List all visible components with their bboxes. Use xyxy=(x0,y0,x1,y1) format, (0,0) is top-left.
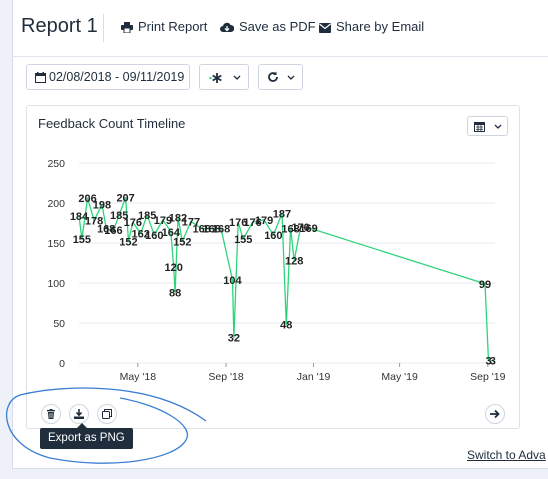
data-label: 177 xyxy=(182,216,200,228)
data-label: 120 xyxy=(164,262,182,274)
y-tick-label: 150 xyxy=(47,238,65,250)
arrow-right-icon xyxy=(490,409,500,419)
x-tick-label: May '18 xyxy=(120,371,157,383)
chart-menu-button[interactable] xyxy=(467,116,508,136)
data-label: 169 xyxy=(299,223,317,235)
delete-button[interactable] xyxy=(41,404,61,424)
data-label: 168 xyxy=(212,224,230,236)
data-label: 128 xyxy=(285,256,303,268)
envelope-icon xyxy=(319,23,331,33)
report-header: Report 1 Print Report Save as PDF Share … xyxy=(13,0,548,57)
y-tick-label: 0 xyxy=(59,358,65,370)
switch-to-advanced-link[interactable]: Switch to Adva xyxy=(467,448,546,462)
copy-icon xyxy=(102,409,112,419)
refresh-icon xyxy=(268,71,278,82)
date-range-value: 02/08/2018 - 09/11/2019 xyxy=(49,70,185,84)
export-tooltip: Export as PNG xyxy=(40,423,133,449)
data-label: 168 xyxy=(203,224,221,236)
export-png-button[interactable] xyxy=(69,404,89,424)
data-label: 179 xyxy=(255,215,273,227)
data-label: 166 xyxy=(104,225,122,237)
data-label: 155 xyxy=(234,234,252,246)
x-tick-label: Sep '18 xyxy=(208,371,243,383)
x-tick-label: May '19 xyxy=(381,371,418,383)
data-label: 182 xyxy=(169,212,187,224)
y-tick-label: 50 xyxy=(53,318,65,330)
chart-card: Feedback Count Timeline 0 50 100 150 200 250 M… xyxy=(26,105,520,429)
cloud-download-icon xyxy=(220,22,235,32)
trash-icon xyxy=(47,409,55,419)
data-label: 160 xyxy=(145,230,163,242)
data-label: 207 xyxy=(116,192,134,204)
download-icon xyxy=(74,409,84,419)
data-label: 104 xyxy=(223,275,242,287)
data-label: 168 xyxy=(97,224,115,236)
data-label: 160 xyxy=(264,230,282,242)
feedback-timeline-chart: 0 50 100 150 200 250 May '18 Sep '18 Jan '19 May … xyxy=(47,158,505,383)
data-label: 99 xyxy=(479,279,491,291)
y-tick-label: 250 xyxy=(47,158,65,170)
data-label: 198 xyxy=(93,200,111,212)
data-label: 164 xyxy=(162,227,181,239)
asterisk-icon xyxy=(209,73,222,83)
duplicate-button[interactable] xyxy=(97,404,117,424)
data-label: 176 xyxy=(124,217,142,229)
calendar-icon xyxy=(474,122,485,132)
x-tick-label: Jan '19 xyxy=(297,371,331,383)
y-tick-label: 200 xyxy=(47,198,65,210)
data-label: 185 xyxy=(110,210,128,222)
data-label: 3 xyxy=(490,356,496,368)
header-divider xyxy=(103,14,104,42)
printer-icon xyxy=(121,22,133,34)
data-label: 48 xyxy=(280,320,292,332)
data-label: 176 xyxy=(229,217,247,229)
date-range-picker[interactable]: 02/08/2018 - 09/11/2019 xyxy=(26,64,190,90)
print-report-label: Print Report xyxy=(138,19,208,34)
data-label: 152 xyxy=(119,236,137,248)
series-line xyxy=(78,196,496,364)
calendar-icon xyxy=(35,72,46,83)
data-label: 152 xyxy=(173,236,191,248)
filter-dropdown[interactable] xyxy=(199,64,249,90)
data-label: 88 xyxy=(169,288,181,300)
share-by-email-button[interactable]: Share by Email xyxy=(319,19,424,34)
page-title: Report 1 xyxy=(21,15,98,37)
next-button[interactable] xyxy=(485,404,505,424)
refresh-dropdown[interactable] xyxy=(258,64,303,90)
data-label: 155 xyxy=(73,234,91,246)
share-by-email-label: Share by Email xyxy=(336,19,425,34)
data-label: 184 xyxy=(70,211,89,223)
chevron-down-icon xyxy=(494,124,502,129)
y-tick-label: 100 xyxy=(47,278,65,290)
data-label: 170 xyxy=(291,222,309,234)
data-label: 178 xyxy=(85,216,103,228)
chart-title: Feedback Count Timeline xyxy=(38,116,186,131)
data-label: 168 xyxy=(192,224,210,236)
chevron-down-icon xyxy=(233,75,241,80)
data-label: 176 xyxy=(243,217,261,229)
x-tick-label: Sep '19 xyxy=(470,371,505,383)
data-label: 32 xyxy=(228,332,240,344)
data-label: 187 xyxy=(273,208,291,220)
chevron-down-icon xyxy=(287,75,295,80)
save-as-pdf-label: Save as PDF xyxy=(239,19,316,34)
data-label: 3 xyxy=(485,356,491,368)
data-label: 179 xyxy=(154,215,172,227)
data-label: 162 xyxy=(132,228,150,240)
data-label: 168 xyxy=(281,224,299,236)
data-label: 185 xyxy=(138,210,156,222)
save-as-pdf-button[interactable]: Save as PDF xyxy=(220,19,316,34)
print-report-button[interactable]: Print Report xyxy=(121,19,207,34)
data-label: 206 xyxy=(78,193,96,205)
